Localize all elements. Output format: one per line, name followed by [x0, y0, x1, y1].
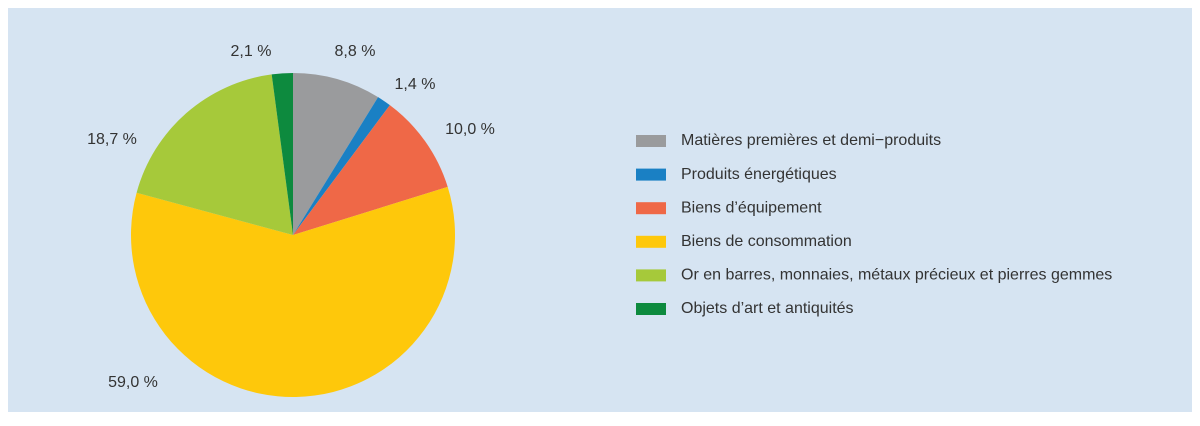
data-label: 10,0 %	[445, 121, 495, 138]
pie-slice	[136, 74, 293, 235]
pie-slice	[293, 73, 379, 235]
legend-swatch	[636, 303, 666, 315]
legend-swatch	[636, 269, 666, 282]
data-label: 2,1 %	[231, 43, 272, 60]
pie-slice	[271, 73, 293, 235]
pie-slice	[293, 97, 390, 236]
legend-swatch	[636, 202, 666, 215]
data-label: 8,8 %	[335, 43, 376, 60]
data-label: 59,0 %	[108, 374, 158, 391]
legend-label: Matières premières et demi−produits	[681, 132, 941, 149]
data-label: 18,7 %	[87, 131, 137, 148]
legend-label: Biens de consommation	[681, 233, 852, 250]
legend-swatch	[636, 135, 666, 147]
legend-swatch	[636, 168, 666, 181]
pie-slice	[293, 105, 448, 235]
legend-label: Produits énergétiques	[681, 166, 837, 183]
pie-slice	[130, 186, 455, 397]
legend-swatch	[636, 235, 666, 248]
legend-label: Biens d’équipement	[681, 199, 822, 216]
data-label: 1,4 %	[395, 76, 436, 93]
legend-label: Or en barres, monnaies, métaux précieux …	[681, 267, 1112, 284]
legend-label: Objets d’art et antiquités	[681, 300, 854, 317]
